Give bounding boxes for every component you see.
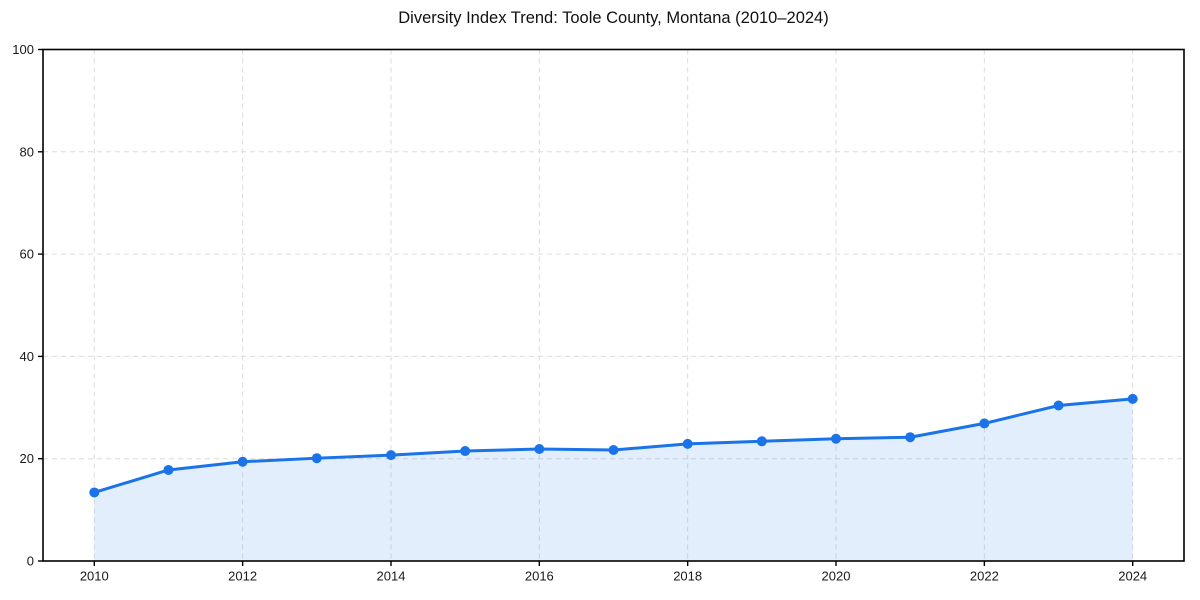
y-tick-label: 60 [20, 247, 34, 262]
x-tick-label: 2010 [80, 569, 109, 584]
chart-title: Diversity Index Trend: Toole County, Mon… [398, 9, 829, 27]
x-tick-label: 2024 [1118, 569, 1147, 584]
y-tick-label: 20 [20, 451, 34, 466]
data-point-marker [979, 418, 990, 429]
data-point-marker [237, 456, 248, 467]
data-point-marker [385, 450, 396, 461]
x-tick-label: 2016 [525, 569, 554, 584]
y-tick-label: 40 [20, 349, 34, 364]
x-tick-label: 2020 [822, 569, 851, 584]
data-point-marker [905, 432, 916, 443]
data-point-marker [1053, 400, 1064, 411]
axis-ticks: 2010 2012 2014 2016 2018 2020 2022 2024 0 20 40 60 8… [12, 42, 1147, 584]
data-point-marker [756, 436, 767, 447]
data-point-marker [311, 453, 322, 464]
y-tick-label: 100 [12, 42, 34, 57]
data-point-marker [1127, 393, 1138, 404]
x-tick-label: 2022 [970, 569, 999, 584]
data-point-marker [831, 433, 842, 444]
data-point-markers [89, 393, 1138, 498]
x-tick-label: 2018 [673, 569, 702, 584]
area-fill [94, 398, 1133, 561]
y-tick-label: 0 [27, 554, 34, 569]
data-point-marker [534, 443, 545, 454]
data-point-marker [163, 464, 174, 475]
y-tick-label: 80 [20, 144, 34, 159]
x-tick-label: 2014 [377, 569, 406, 584]
data-point-marker [89, 487, 100, 498]
x-tick-label: 2012 [228, 569, 257, 584]
plot-border [42, 48, 1185, 562]
data-point-marker [608, 445, 619, 456]
data-point-marker [682, 438, 693, 449]
data-point-marker [460, 446, 471, 457]
